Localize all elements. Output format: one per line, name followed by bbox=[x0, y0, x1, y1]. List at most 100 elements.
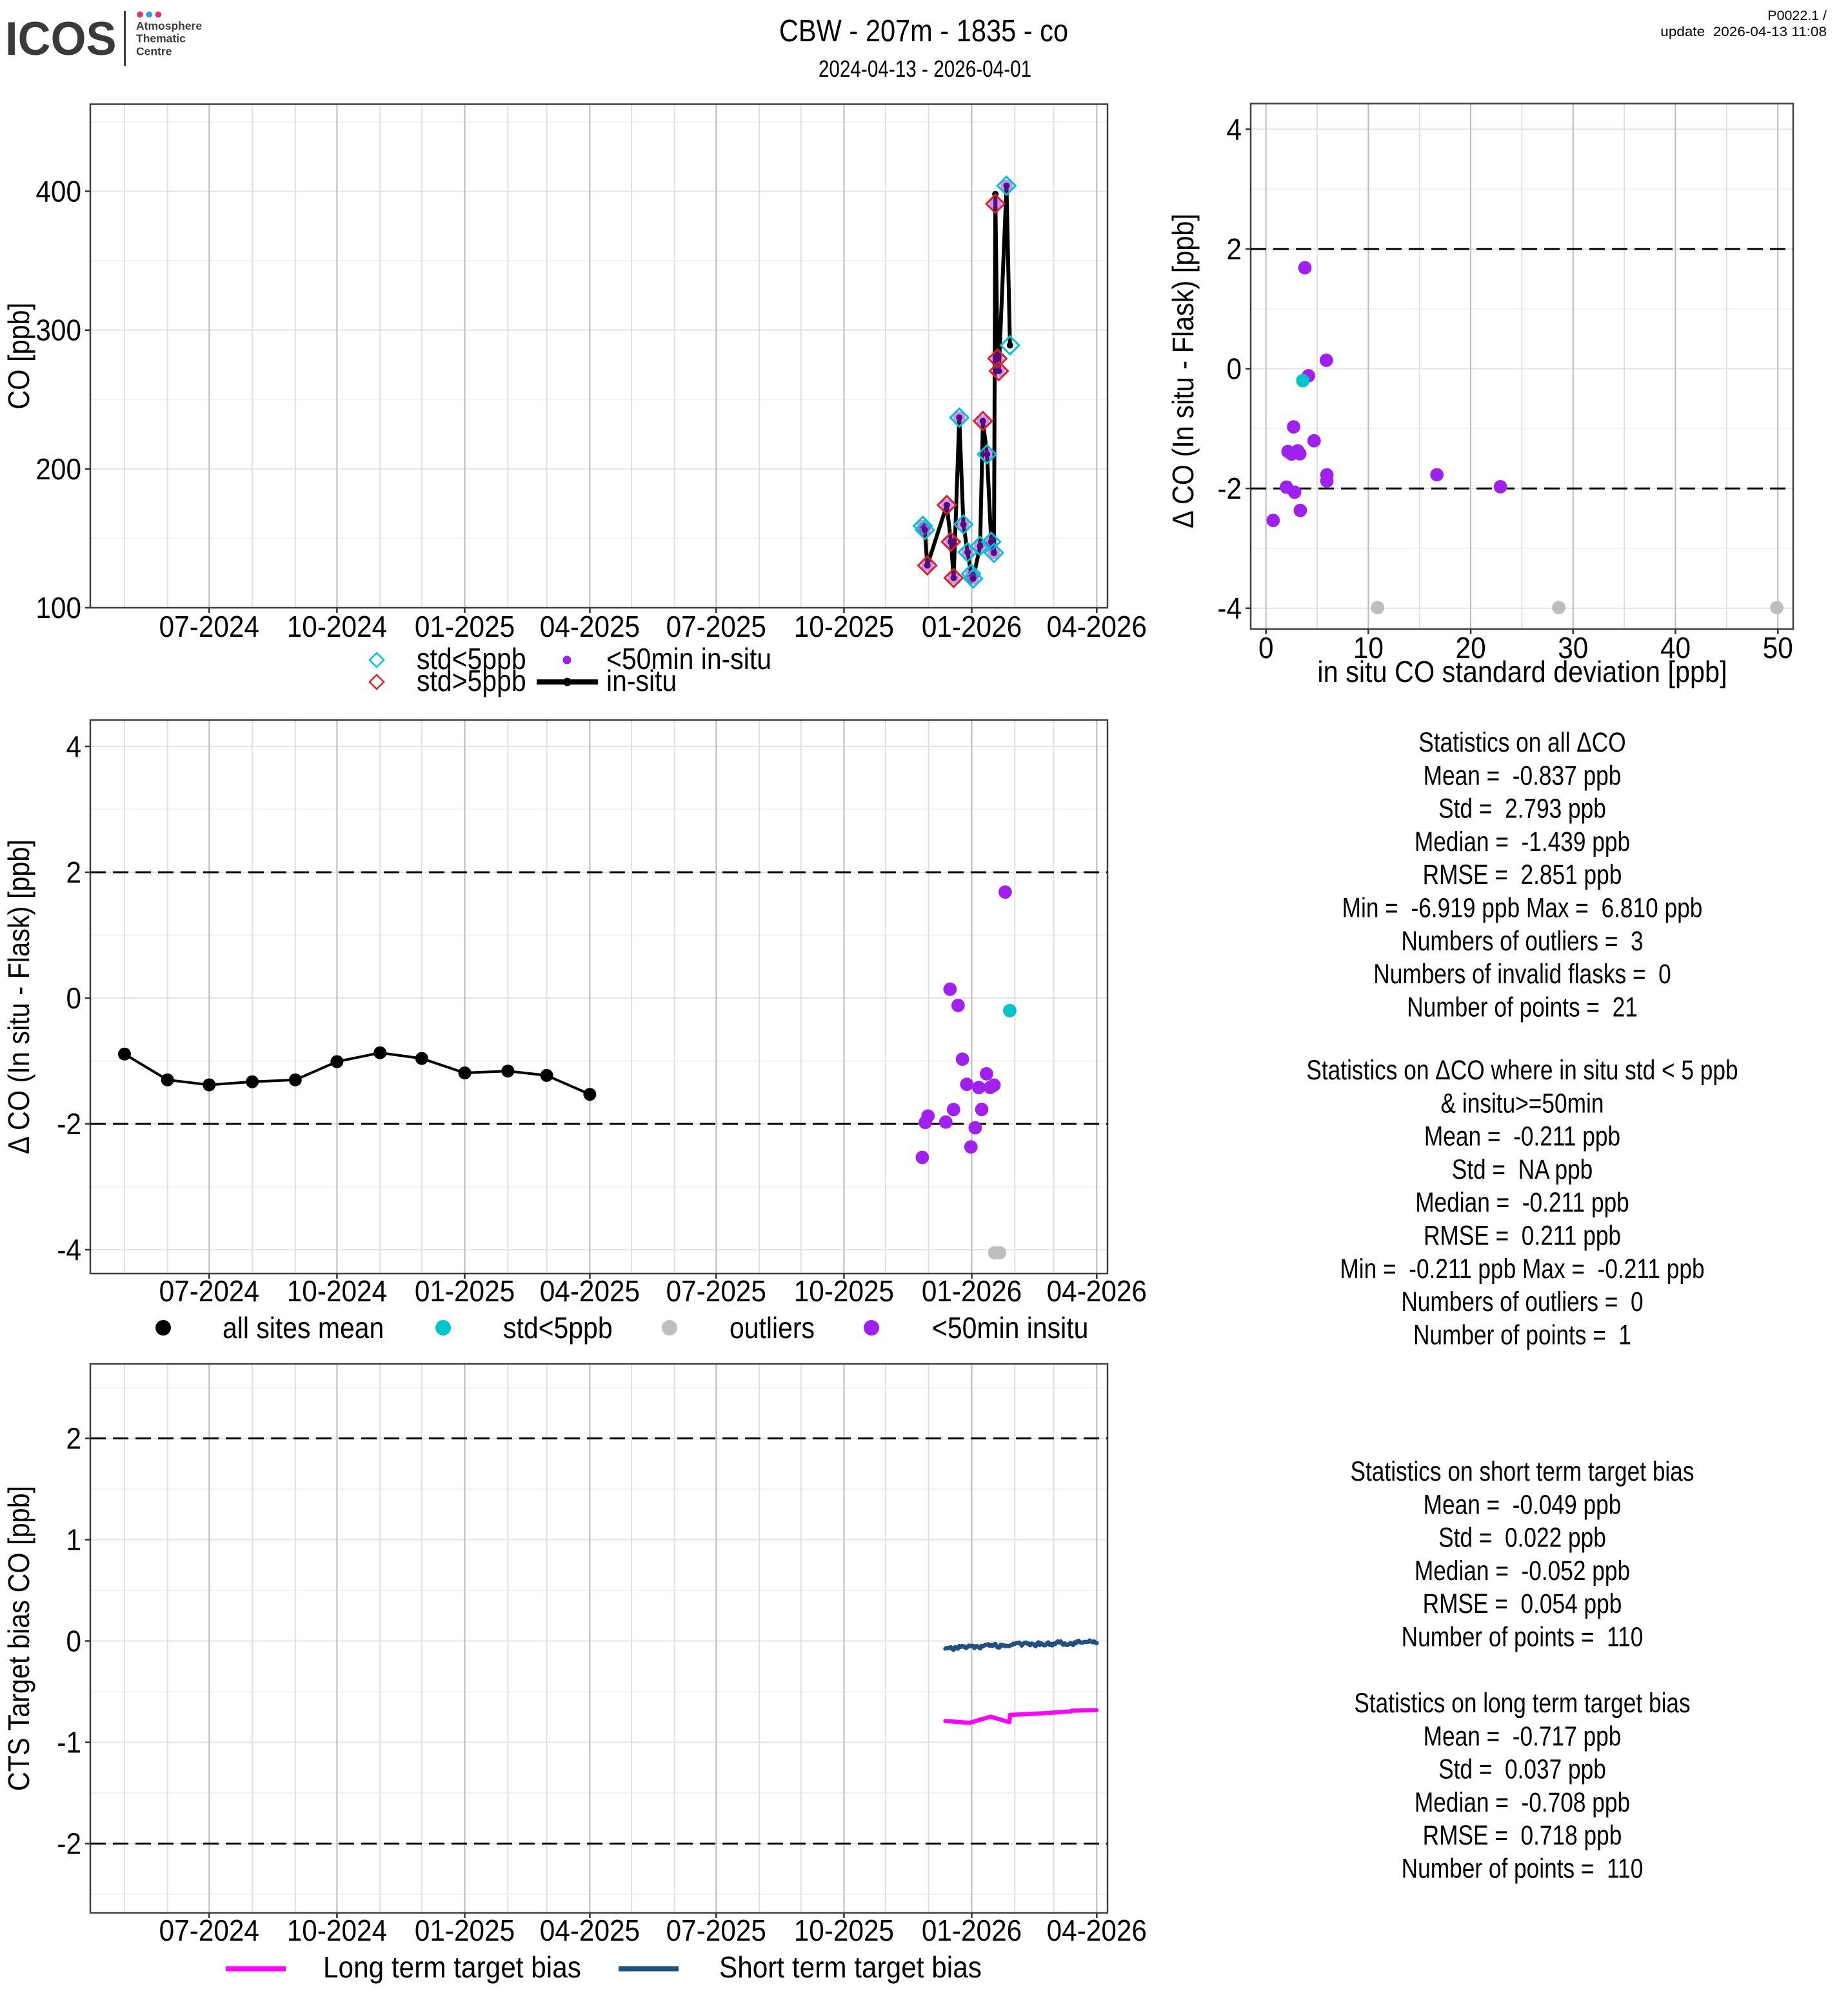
svg-text:200: 200 bbox=[35, 452, 81, 486]
svg-text:07-2025: 07-2025 bbox=[666, 1274, 766, 1308]
svg-text:Median = -0.052 ppb: Median = -0.052 ppb bbox=[1415, 1556, 1630, 1586]
svg-text:Numbers of outliers = 3: Numbers of outliers = 3 bbox=[1401, 926, 1643, 957]
svg-text:0: 0 bbox=[1258, 631, 1274, 665]
svg-text:04-2026: 04-2026 bbox=[1047, 1274, 1147, 1308]
svg-text:2: 2 bbox=[66, 855, 82, 889]
svg-text:Std = 2.793 ppb: Std = 2.793 ppb bbox=[1438, 794, 1606, 825]
svg-text:01-2025: 01-2025 bbox=[415, 1274, 515, 1308]
svg-text:2: 2 bbox=[1227, 232, 1242, 266]
svg-text:01-2026: 01-2026 bbox=[922, 1914, 1022, 1947]
svg-text:100: 100 bbox=[35, 591, 81, 625]
svg-text:<50min in-situ: <50min in-situ bbox=[606, 642, 771, 675]
svg-text:04-2026: 04-2026 bbox=[1047, 610, 1147, 643]
svg-text:10-2025: 10-2025 bbox=[794, 1274, 894, 1308]
svg-text:10: 10 bbox=[1353, 631, 1384, 665]
svg-text:RMSE = 0.054 ppb: RMSE = 0.054 ppb bbox=[1423, 1588, 1622, 1619]
svg-text:Statistics on all ΔCO: Statistics on all ΔCO bbox=[1418, 727, 1625, 758]
svg-text:RMSE = 2.851 ppb: RMSE = 2.851 ppb bbox=[1423, 859, 1622, 890]
svg-text:Numbers of outliers = 0: Numbers of outliers = 0 bbox=[1401, 1286, 1643, 1317]
svg-text:P0022.1 /: P0022.1 / bbox=[1767, 8, 1827, 23]
svg-text:outliers: outliers bbox=[730, 1311, 815, 1345]
svg-text:Number of points = 21: Number of points = 21 bbox=[1407, 992, 1638, 1023]
svg-text:Long term target bias: Long term target bias bbox=[323, 1950, 581, 1984]
svg-text:std<5ppb: std<5ppb bbox=[417, 642, 526, 675]
svg-text:2024-04-13 - 2026-04-01: 2024-04-13 - 2026-04-01 bbox=[819, 55, 1031, 82]
svg-text:Statistics on short term targe: Statistics on short term target bias bbox=[1351, 1456, 1694, 1487]
svg-text:Number of points = 110: Number of points = 110 bbox=[1402, 1854, 1644, 1885]
svg-text:Statistics on ΔCO where in sit: Statistics on ΔCO where in situ std < 5 … bbox=[1306, 1055, 1738, 1086]
svg-text:0: 0 bbox=[66, 1625, 82, 1658]
svg-text:07-2024: 07-2024 bbox=[159, 1914, 259, 1947]
svg-text:10-2025: 10-2025 bbox=[794, 1914, 894, 1947]
svg-text:40: 40 bbox=[1660, 631, 1691, 665]
svg-text:Mean = -0.049 ppb: Mean = -0.049 ppb bbox=[1424, 1489, 1622, 1520]
svg-text:01-2026: 01-2026 bbox=[922, 1274, 1022, 1308]
svg-text:04-2025: 04-2025 bbox=[540, 1274, 640, 1308]
svg-text:std>5ppb: std>5ppb bbox=[417, 664, 526, 697]
svg-text:04-2025: 04-2025 bbox=[540, 1914, 640, 1947]
svg-text:Median = -1.439 ppb: Median = -1.439 ppb bbox=[1415, 826, 1630, 857]
svg-text:-4: -4 bbox=[1217, 592, 1242, 625]
svg-text:4: 4 bbox=[66, 730, 82, 763]
svg-text:Min = -0.211 ppb Max = -0.21: Min = -0.211 ppb Max = -0.211 ppb bbox=[1340, 1254, 1704, 1285]
svg-text:300: 300 bbox=[35, 314, 81, 347]
svg-text:1: 1 bbox=[66, 1523, 82, 1557]
svg-text:Δ CO (In situ - Flask) [ppb]: Δ CO (In situ - Flask) [ppb] bbox=[1166, 214, 1200, 528]
svg-text:01-2026: 01-2026 bbox=[922, 610, 1022, 643]
svg-text:CTS Target bias CO [ppb]: CTS Target bias CO [ppb] bbox=[2, 1486, 35, 1791]
svg-text:in-situ: in-situ bbox=[606, 664, 677, 697]
svg-text:0: 0 bbox=[66, 981, 82, 1015]
svg-text:01-2025: 01-2025 bbox=[415, 610, 515, 643]
svg-text:0: 0 bbox=[1227, 352, 1242, 386]
svg-text:ICOS: ICOS bbox=[5, 13, 117, 65]
svg-text:Min = -6.919 ppb Max = 6.810: Min = -6.919 ppb Max = 6.810 ppb bbox=[1342, 893, 1703, 924]
svg-text:Std = 0.022 ppb: Std = 0.022 ppb bbox=[1438, 1523, 1606, 1554]
svg-text:RMSE = 0.211 ppb: RMSE = 0.211 ppb bbox=[1424, 1221, 1621, 1252]
svg-text:Statistics on long term target: Statistics on long term target bias bbox=[1354, 1688, 1690, 1719]
svg-text:RMSE = 0.718 ppb: RMSE = 0.718 ppb bbox=[1423, 1820, 1622, 1851]
svg-text:Number of points = 1: Number of points = 1 bbox=[1413, 1319, 1631, 1350]
svg-text:10-2024: 10-2024 bbox=[287, 1274, 387, 1308]
svg-text:20: 20 bbox=[1456, 631, 1486, 665]
svg-text:& insitu>=50min: & insitu>=50min bbox=[1441, 1088, 1604, 1119]
svg-text:10-2025: 10-2025 bbox=[794, 610, 894, 643]
svg-text:Mean = -0.837 ppb: Mean = -0.837 ppb bbox=[1424, 760, 1622, 791]
svg-text:01-2025: 01-2025 bbox=[415, 1914, 515, 1947]
svg-text:CO [ppb]: CO [ppb] bbox=[2, 303, 35, 410]
svg-text:2: 2 bbox=[66, 1422, 82, 1456]
svg-text:Mean = -0.717 ppb: Mean = -0.717 ppb bbox=[1424, 1721, 1622, 1752]
svg-text:04-2026: 04-2026 bbox=[1047, 1914, 1147, 1947]
svg-text:-2: -2 bbox=[57, 1107, 81, 1141]
svg-text:-2: -2 bbox=[1217, 472, 1242, 505]
svg-text:CBW - 207m - 1835 - co: CBW - 207m - 1835 - co bbox=[779, 14, 1068, 48]
svg-text:Median = -0.211 ppb: Median = -0.211 ppb bbox=[1415, 1187, 1629, 1218]
svg-text:-4: -4 bbox=[57, 1233, 81, 1266]
svg-text:Std = 0.037 ppb: Std = 0.037 ppb bbox=[1438, 1754, 1606, 1785]
svg-text:50: 50 bbox=[1763, 631, 1793, 665]
svg-text:Std = NA ppb: Std = NA ppb bbox=[1452, 1154, 1593, 1185]
svg-text:-2: -2 bbox=[57, 1827, 81, 1861]
svg-text:Centre: Centre bbox=[136, 45, 172, 57]
svg-text:Numbers of invalid flasks = 0: Numbers of invalid flasks = 0 bbox=[1373, 959, 1671, 990]
svg-text:Short term target bias: Short term target bias bbox=[719, 1950, 982, 1984]
svg-text:07-2025: 07-2025 bbox=[666, 610, 766, 643]
svg-text:Atmosphere: Atmosphere bbox=[136, 19, 202, 32]
svg-text:<50min insitu: <50min insitu bbox=[932, 1311, 1088, 1345]
svg-text:std<5ppb: std<5ppb bbox=[503, 1311, 613, 1345]
svg-text:all sites mean: all sites mean bbox=[223, 1311, 384, 1345]
svg-text:07-2024: 07-2024 bbox=[159, 1274, 259, 1308]
svg-text:10-2024: 10-2024 bbox=[287, 1914, 387, 1947]
svg-text:07-2024: 07-2024 bbox=[159, 610, 259, 643]
svg-text:400: 400 bbox=[35, 175, 81, 208]
svg-text:30: 30 bbox=[1558, 631, 1588, 665]
svg-text:Thematic: Thematic bbox=[136, 32, 186, 45]
svg-text:in situ CO standard deviation: in situ CO standard deviation [ppb] bbox=[1317, 655, 1727, 688]
svg-text:Median = -0.708 ppb: Median = -0.708 ppb bbox=[1415, 1787, 1630, 1818]
svg-text:Δ CO (In situ - Flask) [ppb]: Δ CO (In situ - Flask) [ppb] bbox=[2, 839, 35, 1154]
svg-text:4: 4 bbox=[1227, 112, 1242, 146]
svg-text:Mean = -0.211 ppb: Mean = -0.211 ppb bbox=[1424, 1121, 1620, 1152]
svg-text:07-2025: 07-2025 bbox=[666, 1914, 766, 1947]
svg-text:04-2025: 04-2025 bbox=[540, 610, 640, 643]
svg-text:10-2024: 10-2024 bbox=[287, 610, 387, 643]
svg-text:-1: -1 bbox=[57, 1726, 81, 1759]
